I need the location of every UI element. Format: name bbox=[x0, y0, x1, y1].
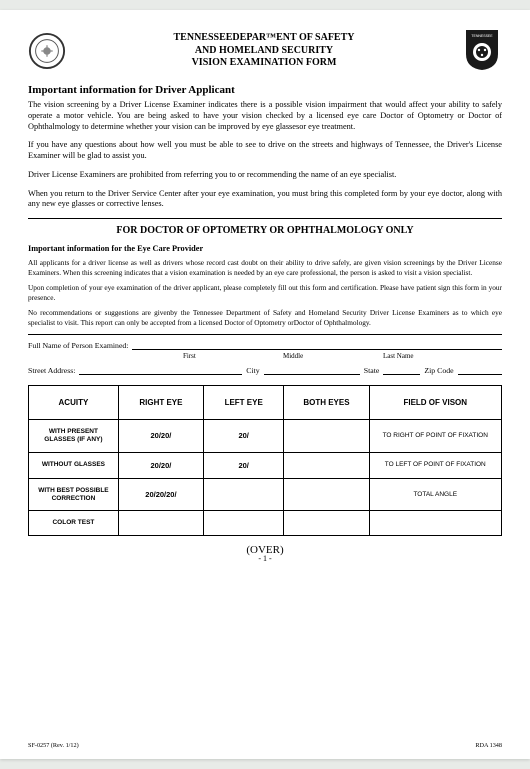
last-label: Last Name bbox=[383, 352, 414, 360]
divider bbox=[28, 218, 502, 219]
state-input[interactable] bbox=[383, 366, 420, 375]
page-number: - 1 - bbox=[28, 554, 502, 563]
th-left: LEFT EYE bbox=[203, 386, 283, 420]
doctor-p3: No recommendations or suggestions are gi… bbox=[28, 308, 502, 327]
cell-right[interactable]: 20/20/20/ bbox=[118, 478, 203, 511]
doctor-p1: All applicants for a driver license as w… bbox=[28, 258, 502, 277]
doctor-p2: Upon completion of your eye examination … bbox=[28, 283, 502, 302]
row-head: WITH BEST POSSIBLE CORRECTION bbox=[29, 478, 119, 511]
street-label: Street Address: bbox=[28, 366, 75, 375]
tennessee-badge-icon: TENNESSEE bbox=[462, 28, 502, 72]
table-row: WITH BEST POSSIBLE CORRECTION 20/20/20/ … bbox=[29, 478, 502, 511]
th-acuity: ACUITY bbox=[29, 386, 119, 420]
cell-right[interactable]: 20/20/ bbox=[118, 452, 203, 478]
cell-fov: TO RIGHT OF POINT OF FIXATION bbox=[369, 420, 501, 453]
cell-right[interactable] bbox=[118, 511, 203, 536]
table-row: WITHOUT GLASSES 20/20/ 20/ TO LEFT OF PO… bbox=[29, 452, 502, 478]
cell-fov: TOTAL ANGLE bbox=[369, 478, 501, 511]
city-label: City bbox=[246, 366, 259, 375]
title-line2: AND HOMELAND SECURITY bbox=[66, 45, 462, 58]
cell-both[interactable] bbox=[284, 452, 369, 478]
th-both: BOTH EYES bbox=[284, 386, 369, 420]
applicant-p3: Driver License Examiners are prohibited … bbox=[28, 170, 502, 181]
cell-left[interactable]: 20/ bbox=[203, 420, 283, 453]
cell-fov: TO LEFT OF POINT OF FIXATION bbox=[369, 452, 501, 478]
cell-fov bbox=[369, 511, 501, 536]
cell-right[interactable]: 20/20/ bbox=[118, 420, 203, 453]
title-line3: VISION EXAMINATION FORM bbox=[66, 57, 462, 70]
applicant-title: Important information for Driver Applica… bbox=[28, 84, 502, 96]
state-label: State bbox=[364, 366, 380, 375]
divider-2 bbox=[28, 334, 502, 335]
cell-left[interactable] bbox=[203, 478, 283, 511]
header-row: TENNESSEEDEPAR™ENT OF SAFETY AND HOMELAN… bbox=[28, 30, 502, 72]
row-head: WITHOUT GLASSES bbox=[29, 452, 119, 478]
zip-input[interactable] bbox=[458, 366, 502, 375]
full-name-label: Full Name of Person Examined: bbox=[28, 341, 128, 350]
row-head: COLOR TEST bbox=[29, 511, 119, 536]
zip-label: Zip Code bbox=[424, 366, 453, 375]
title-line1: TENNESSEEDEPAR™ENT OF SAFETY bbox=[66, 32, 462, 45]
doctor-title: FOR DOCTOR OF OPTOMETRY OR OPHTHALMOLOGY… bbox=[28, 225, 502, 236]
cell-left[interactable] bbox=[203, 511, 283, 536]
address-row: Street Address: City State Zip Code bbox=[28, 366, 502, 375]
row-head: WITH PRESENT GLASSES (IF ANY) bbox=[29, 420, 119, 453]
state-seal-icon bbox=[28, 32, 66, 70]
cell-left[interactable]: 20/ bbox=[203, 452, 283, 478]
footer-right: RDA 1348 bbox=[475, 742, 502, 749]
cell-both[interactable] bbox=[284, 478, 369, 511]
vision-table: ACUITY RIGHT EYE LEFT EYE BOTH EYES FIEL… bbox=[28, 385, 502, 536]
applicant-p4: When you return to the Driver Service Ce… bbox=[28, 189, 502, 211]
city-input[interactable] bbox=[264, 366, 360, 375]
vision-tbody: WITH PRESENT GLASSES (IF ANY) 20/20/ 20/… bbox=[29, 420, 502, 536]
cell-both[interactable] bbox=[284, 420, 369, 453]
th-right: RIGHT EYE bbox=[118, 386, 203, 420]
name-sublabels: First Middle Last Name bbox=[28, 352, 502, 360]
applicant-p1: The vision screening by a Driver License… bbox=[28, 100, 502, 132]
first-label: First bbox=[183, 352, 283, 360]
page: TENNESSEEDEPAR™ENT OF SAFETY AND HOMELAN… bbox=[0, 10, 530, 759]
table-row: WITH PRESENT GLASSES (IF ANY) 20/20/ 20/… bbox=[29, 420, 502, 453]
cell-both[interactable] bbox=[284, 511, 369, 536]
svg-text:TENNESSEE: TENNESSEE bbox=[471, 34, 493, 38]
footer-left: SF-0257 (Rev. 1/12) bbox=[28, 742, 79, 749]
full-name-input[interactable] bbox=[132, 341, 502, 350]
street-input[interactable] bbox=[79, 366, 242, 375]
applicant-p2: If you have any questions about how well… bbox=[28, 140, 502, 162]
middle-label: Middle bbox=[283, 352, 383, 360]
name-row: Full Name of Person Examined: bbox=[28, 341, 502, 350]
doctor-subtitle: Important information for the Eye Care P… bbox=[28, 244, 502, 253]
th-fov: FIELD OF VISON bbox=[369, 386, 501, 420]
footer: SF-0257 (Rev. 1/12) RDA 1348 bbox=[28, 742, 502, 749]
title-block: TENNESSEEDEPAR™ENT OF SAFETY AND HOMELAN… bbox=[66, 30, 462, 70]
table-row: COLOR TEST bbox=[29, 511, 502, 536]
